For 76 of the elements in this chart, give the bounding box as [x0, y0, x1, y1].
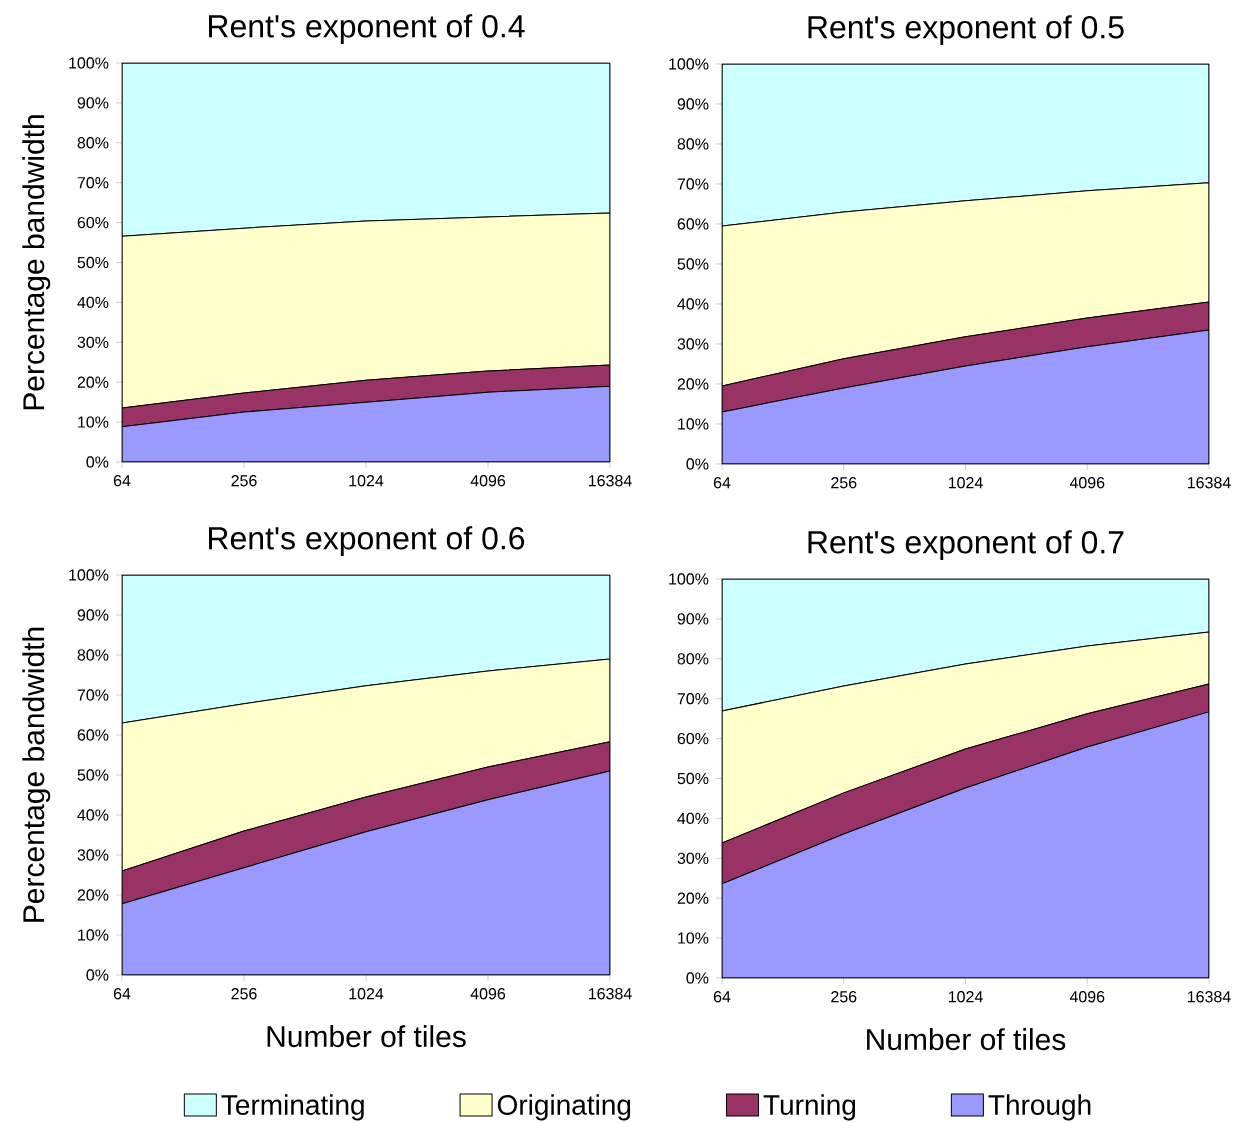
legend-label: Originating	[497, 1094, 631, 1121]
y-axis-title: Percentage bandwidth	[22, 115, 51, 410]
y-tick-label: 40%	[77, 809, 109, 821]
y-tick-label: 90%	[77, 97, 109, 109]
y-tick-label: 20%	[77, 889, 109, 901]
legend-label: Through	[988, 1094, 1091, 1121]
y-tick-label: 80%	[677, 138, 709, 150]
y-tick-label: 50%	[677, 258, 709, 270]
x-tick-label: 64	[713, 991, 731, 1003]
y-tick-label: 20%	[77, 376, 109, 388]
y-tick-label: 30%	[677, 852, 709, 864]
x-tick-label: 16384	[1187, 991, 1231, 1003]
y-tick-label: 60%	[77, 729, 109, 741]
chart-title: Rent's exponent of 0.6	[209, 526, 525, 556]
y-tick-label: 90%	[677, 613, 709, 625]
chart-title: Rent's exponent of 0.4	[209, 14, 525, 44]
y-tick-label: 30%	[677, 338, 709, 350]
x-tick-label: 256	[831, 477, 857, 489]
x-tick-label: 1024	[948, 991, 983, 1003]
y-tick-label: 0%	[686, 458, 709, 470]
x-tick-label: 256	[231, 988, 257, 1000]
y-tick-label: 0%	[686, 972, 709, 984]
x-tick-label: 64	[113, 475, 131, 487]
y-tick-label: 70%	[677, 693, 709, 705]
x-axis-title: Number of tiles	[267, 1025, 466, 1048]
y-tick-label: 100%	[69, 57, 109, 69]
y-tick-label: 50%	[77, 769, 109, 781]
x-tick-label: 4096	[470, 475, 506, 487]
y-tick-label: 50%	[77, 256, 109, 269]
x-tick-label: 256	[231, 475, 257, 487]
y-tick-label: 70%	[77, 689, 109, 701]
y-tick-label: 40%	[77, 296, 109, 309]
y-tick-label: 60%	[677, 218, 709, 230]
y-tick-label: 0%	[86, 969, 109, 981]
y-tick-label: 0%	[86, 456, 109, 468]
y-tick-label: 70%	[677, 178, 709, 190]
y-tick-label: 80%	[677, 653, 709, 665]
y-tick-label: 40%	[677, 298, 709, 310]
y-tick-label: 50%	[677, 772, 709, 785]
x-tick-label: 16384	[1187, 477, 1231, 489]
x-tick-label: 16384	[588, 475, 632, 487]
y-tick-label: 90%	[677, 98, 709, 110]
y-tick-label: 10%	[78, 416, 109, 428]
x-tick-label: 1024	[349, 988, 384, 1000]
x-axis-title: Number of tiles	[867, 1028, 1066, 1051]
y-tick-label: 20%	[677, 892, 709, 904]
y-tick-label: 10%	[678, 418, 709, 430]
x-tick-label: 4096	[1069, 991, 1105, 1003]
legend-label: Turning	[763, 1094, 856, 1121]
y-tick-label: 80%	[77, 137, 109, 149]
x-tick-label: 4096	[470, 988, 506, 1000]
y-tick-label: 20%	[677, 378, 709, 390]
legend-label: Terminating	[221, 1094, 364, 1121]
y-tick-label: 10%	[678, 932, 709, 944]
y-axis-title: Percentage bandwidth	[22, 627, 51, 922]
y-tick-label: 30%	[77, 336, 109, 348]
y-tick-label: 60%	[77, 216, 109, 229]
y-tick-label: 100%	[669, 58, 709, 70]
y-tick-label: 60%	[677, 732, 709, 745]
x-tick-label: 256	[831, 991, 857, 1003]
x-tick-label: 1024	[948, 477, 983, 489]
y-tick-label: 30%	[77, 849, 109, 861]
x-tick-label: 1024	[349, 475, 384, 487]
x-tick-label: 64	[113, 988, 131, 1000]
y-tick-label: 40%	[677, 812, 709, 825]
y-tick-label: 90%	[77, 609, 109, 621]
chart-title: Rent's exponent of 0.7	[808, 530, 1124, 560]
x-tick-label: 64	[713, 477, 731, 489]
y-tick-label: 100%	[69, 569, 109, 581]
y-tick-label: 100%	[669, 573, 709, 585]
x-tick-label: 4096	[1069, 477, 1105, 489]
chart-title: Rent's exponent of 0.5	[808, 15, 1124, 45]
y-tick-label: 10%	[78, 929, 109, 941]
x-tick-label: 16384	[588, 988, 632, 1000]
y-tick-label: 70%	[77, 177, 109, 189]
y-tick-label: 80%	[77, 649, 109, 661]
